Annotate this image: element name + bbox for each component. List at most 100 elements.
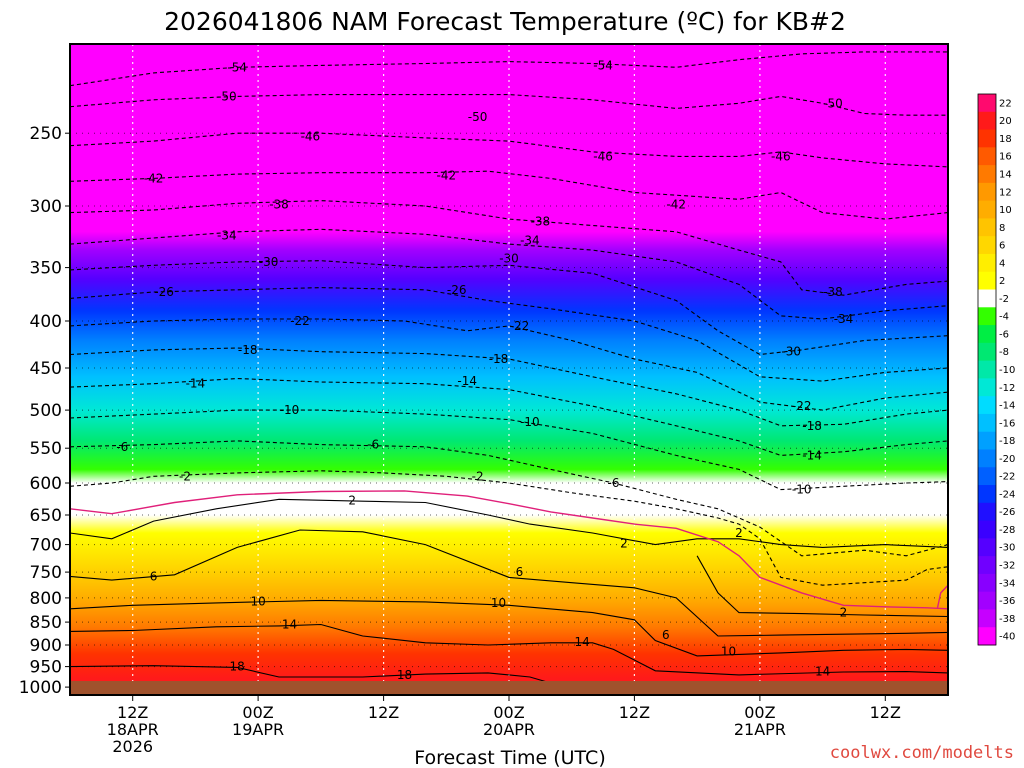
isotherm-label: 14 <box>815 665 830 679</box>
y-tick-label: 300 <box>30 197 62 217</box>
colorbar-swatch <box>978 182 996 202</box>
colorbar-swatch <box>978 413 996 433</box>
colorbar-swatch <box>978 467 996 486</box>
isotherm-line <box>70 170 948 220</box>
y-tick-label: 250 <box>30 124 62 144</box>
isotherm-label: -2 <box>472 469 484 483</box>
colorbar-swatch <box>978 556 996 575</box>
colorbar-swatch <box>978 360 996 379</box>
colorbar-label: -34 <box>999 578 1015 589</box>
colorbar-label: -18 <box>999 436 1015 447</box>
colorbar-label: -10 <box>999 365 1015 376</box>
isotherm-label: 2 <box>840 606 848 620</box>
colorbar-swatch <box>978 271 996 291</box>
isotherm-label: -14 <box>802 448 822 462</box>
zero-isotherm-line <box>936 584 948 608</box>
x-tick-label: 00Z <box>493 703 524 722</box>
isotherm-line <box>70 440 948 557</box>
isotherm-label: 6 <box>150 569 158 583</box>
isotherm-label: -14 <box>457 374 477 388</box>
isotherm-label: 2 <box>735 526 743 540</box>
colorbar-swatch <box>978 111 996 131</box>
colorbar: 22 20 18 16 14 12 10 8 6 4 2 -2 -4 -6 -8 -10 -12 -14 -16 -1… <box>977 93 1015 646</box>
x-tick-label: 00Z <box>744 703 775 722</box>
colorbar-label: 6 <box>999 241 1005 252</box>
colorbar-swatch <box>978 94 996 113</box>
colorbar-label: -12 <box>999 383 1015 394</box>
y-tick-label: 600 <box>30 474 62 494</box>
isotherm-line <box>696 555 948 618</box>
colorbar-swatch <box>978 253 996 273</box>
colorbar-swatch <box>978 396 996 415</box>
isotherm-label: -46 <box>301 129 321 143</box>
y-tick-label: 1000 <box>19 678 62 698</box>
isotherm-label: 14 <box>282 618 297 632</box>
isotherm-label: 18 <box>230 660 245 674</box>
x-tick-label: 12Z <box>870 703 901 722</box>
y-tick-label: 800 <box>30 589 62 609</box>
y-tick-label: 400 <box>30 312 62 332</box>
x-tick-label: 18APR <box>107 720 159 739</box>
isotherm-line <box>70 599 948 657</box>
colorbar-label: -20 <box>999 454 1015 465</box>
isotherm-label: -2 <box>179 469 191 483</box>
x-tick-label: 12Z <box>619 703 650 722</box>
colorbar-swatch <box>978 307 996 326</box>
isotherm-label: -50 <box>468 110 488 124</box>
colorbar-swatch <box>978 165 996 184</box>
colorbar-frame <box>977 93 997 646</box>
zero-isotherm-lines <box>70 490 948 610</box>
x-tick-label: 12Z <box>368 703 399 722</box>
y-tick-label: 350 <box>30 259 62 279</box>
isotherm-label: -22 <box>290 314 310 328</box>
isotherm-label: -38 <box>269 198 289 212</box>
y-tick-label: 850 <box>30 613 62 633</box>
colorbar-label: -16 <box>999 418 1015 429</box>
x-tick-label: 00Z <box>242 703 273 722</box>
isotherm-label: -42 <box>436 169 456 183</box>
colorbar-swatch <box>978 431 996 450</box>
isotherm-label: -10 <box>280 403 300 417</box>
colorbar-label: 10 <box>999 205 1012 216</box>
isotherm-label: -34 <box>217 229 237 243</box>
colorbar-swatch <box>978 520 996 539</box>
colorbar-label: -26 <box>999 507 1015 518</box>
isotherm-label: -42 <box>144 171 164 185</box>
colorbar-label: -22 <box>999 472 1015 483</box>
isotherm-label: -54 <box>593 58 613 72</box>
y-tick-label: 550 <box>30 439 62 459</box>
colorbar-swatch <box>978 449 996 468</box>
isotherm-label: -42 <box>666 198 686 212</box>
isotherm-label: -38 <box>823 285 843 299</box>
colorbar-label: -14 <box>999 401 1015 412</box>
isotherm-label: -6 <box>116 440 128 454</box>
isotherm-line <box>70 623 948 676</box>
colorbar-swatch <box>978 129 996 148</box>
isotherm-label: -38 <box>531 215 551 229</box>
isotherm-label: -30 <box>259 255 279 269</box>
isotherm-label: -26 <box>154 285 174 299</box>
x-axis-label: Forecast Time (UTC) <box>414 747 605 768</box>
y-tick-label: 750 <box>30 563 62 583</box>
y-tick-label: 900 <box>30 636 62 656</box>
colorbar-label: 4 <box>999 258 1005 269</box>
isotherm-label: -30 <box>781 345 801 359</box>
isotherm-label: -14 <box>186 377 206 391</box>
isotherm-label: 2 <box>348 494 356 508</box>
credit-link[interactable]: coolwx.com/modelts <box>830 743 1014 763</box>
colorbar-swatch <box>978 289 996 308</box>
y-tick-label: 650 <box>30 506 62 526</box>
isotherm-label: -18 <box>802 419 822 433</box>
colorbar-swatch <box>978 591 996 610</box>
colorbar-label: -28 <box>999 525 1015 536</box>
colorbar-label: -2 <box>999 294 1009 305</box>
colorbar-swatch <box>978 627 996 646</box>
isotherm-label: -46 <box>771 149 791 163</box>
y-tick-label: 700 <box>30 536 62 556</box>
colorbar-swatch <box>978 609 996 628</box>
isotherm-label: -10 <box>520 415 540 429</box>
isotherm-label: 14 <box>575 635 590 649</box>
isotherm-lines <box>70 51 948 690</box>
chart-title: 2026041806 NAM Forecast Temperature (ºC)… <box>164 7 846 36</box>
